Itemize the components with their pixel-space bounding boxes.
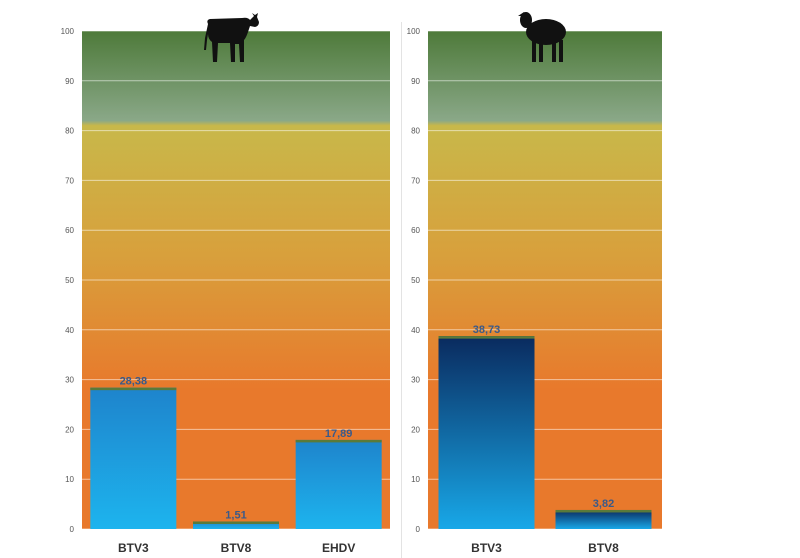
data-label: 38,73 xyxy=(473,324,501,336)
category-label: BTV3 xyxy=(471,541,502,555)
y-tick-label: 20 xyxy=(65,425,74,434)
y-tick-label: 10 xyxy=(65,475,74,484)
bar xyxy=(193,521,279,529)
bar xyxy=(90,387,177,529)
category-label: BTV3 xyxy=(118,541,149,555)
chart-sheep: 0 10 20 30 40 50 60 70 80 90 100 38,73 BTV3 3,82 BTV8 xyxy=(407,12,662,555)
bar-cap xyxy=(90,387,177,391)
chart-cattle: 0 10 20 30 40 50 60 70 80 90 100 28,38 BTV3 1,51 BTV8 1… xyxy=(61,13,390,555)
y-tick-label: 70 xyxy=(65,176,74,185)
y-tick-label: 90 xyxy=(411,77,420,86)
bar-cap xyxy=(193,521,279,524)
data-label: 17,89 xyxy=(325,428,353,440)
y-tick-label: 10 xyxy=(411,475,420,484)
category-label: BTV8 xyxy=(221,541,252,555)
bar-cap xyxy=(295,439,382,443)
panel-divider xyxy=(401,22,402,558)
bar xyxy=(438,336,535,529)
y-tick-label: 40 xyxy=(65,326,74,335)
cow-icon xyxy=(204,13,259,62)
y-tick-label: 80 xyxy=(411,127,420,136)
category-label: EHDV xyxy=(322,541,355,555)
y-tick-label: 30 xyxy=(411,376,420,385)
y-tick-label: 30 xyxy=(65,376,74,385)
bar-cap xyxy=(438,336,535,339)
y-tick-label: 20 xyxy=(411,425,420,434)
y-tick-label: 0 xyxy=(70,525,75,534)
y-tick-label: 50 xyxy=(65,276,74,285)
bar-cap xyxy=(555,509,652,513)
y-tick-label: 40 xyxy=(411,326,420,335)
data-label: 3,82 xyxy=(593,498,614,510)
y-tick-label: 100 xyxy=(407,27,421,36)
data-label: 1,51 xyxy=(225,509,246,521)
y-tick-label: 50 xyxy=(411,276,420,285)
sheep-icon xyxy=(518,12,566,62)
y-tick-label: 90 xyxy=(65,77,74,86)
y-tick-label: 0 xyxy=(416,525,421,534)
y-tick-label: 100 xyxy=(61,27,75,36)
category-label: BTV8 xyxy=(588,541,619,555)
y-tick-label: 60 xyxy=(411,226,420,235)
data-label: 28,38 xyxy=(120,376,148,388)
y-tick-label: 80 xyxy=(65,127,74,136)
y-tick-label: 70 xyxy=(411,176,420,185)
y-tick-label: 60 xyxy=(65,226,74,235)
bar xyxy=(555,509,652,529)
bar xyxy=(295,439,382,529)
